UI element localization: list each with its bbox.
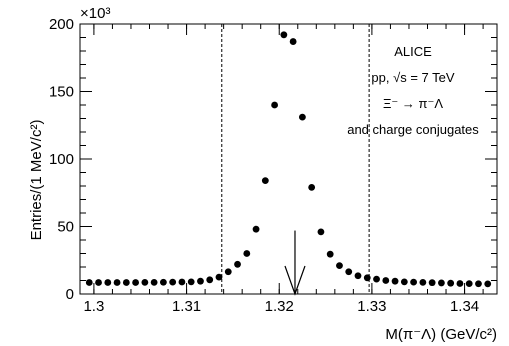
data-point — [456, 280, 464, 287]
data-point — [95, 279, 102, 286]
data-point — [215, 273, 223, 281]
data-point — [373, 275, 380, 283]
data-point — [132, 279, 140, 286]
plot-frame — [79, 23, 498, 295]
data-point — [299, 113, 306, 121]
data-point — [224, 268, 232, 276]
data-point — [484, 280, 492, 288]
x-tick-label: 1.3 — [83, 298, 104, 315]
data-point — [308, 183, 316, 191]
x-tick-label: 1.31 — [172, 298, 201, 315]
data-point — [113, 279, 121, 286]
data-point — [197, 277, 204, 285]
x-tick-label: 1.33 — [357, 298, 386, 315]
data-point — [160, 278, 167, 286]
data-point — [382, 277, 390, 284]
data-point — [289, 38, 297, 45]
x-tick-label: 1.32 — [265, 298, 294, 315]
data-point — [261, 177, 269, 185]
data-point — [178, 278, 186, 286]
data-point — [243, 250, 251, 257]
data-point — [354, 272, 362, 280]
data-point — [122, 279, 130, 286]
data-point — [150, 278, 158, 286]
y-tick-label: 200 — [49, 16, 74, 33]
data-point — [465, 280, 473, 288]
data-point — [234, 260, 241, 268]
data-point — [428, 279, 436, 287]
data-point — [475, 280, 482, 288]
annotation-conjugates: and charge conjugates — [347, 122, 479, 137]
annotation-experiment: ALICE — [394, 44, 432, 59]
y-tick-label: 100 — [49, 151, 74, 168]
data-point — [85, 279, 93, 286]
data-point — [410, 278, 417, 286]
y-tick-label: 150 — [49, 84, 74, 101]
data-points — [85, 31, 492, 288]
data-point — [317, 228, 325, 236]
annotation-decay: Ξ⁻ → π⁻Λ — [383, 96, 443, 111]
data-point — [104, 279, 112, 286]
data-point — [326, 250, 334, 258]
data-point — [187, 278, 195, 286]
y-axis-title: Entries/(1 MeV/c²) — [28, 120, 45, 241]
data-point — [447, 279, 455, 287]
data-point — [336, 262, 343, 270]
y-axis-multiplier: ×10³ — [80, 5, 110, 22]
data-point — [419, 278, 427, 286]
y-tick-labels: 0 50 100 150 200 — [49, 16, 74, 303]
data-point — [252, 225, 260, 233]
data-point — [280, 31, 288, 39]
data-point — [391, 277, 399, 285]
axis-ticks — [80, 23, 497, 295]
data-point — [363, 274, 371, 282]
x-tick-labels: 1.3 1.31 1.32 1.33 1.34 — [83, 298, 479, 315]
y-tick-label: 0 — [66, 286, 74, 303]
data-point — [345, 268, 353, 276]
data-point — [141, 278, 149, 286]
x-tick-label: 1.34 — [450, 298, 479, 315]
y-tick-label: 50 — [57, 219, 74, 236]
data-point — [438, 279, 445, 287]
data-point — [271, 101, 278, 109]
data-point — [206, 276, 214, 284]
x-axis-title: M(π⁻Λ) (GeV/c²) — [385, 326, 497, 343]
data-point — [169, 278, 177, 286]
data-point — [400, 278, 408, 286]
signal-window-lines — [221, 24, 370, 294]
annotation-collision: pp, √s = 7 TeV — [371, 70, 454, 85]
